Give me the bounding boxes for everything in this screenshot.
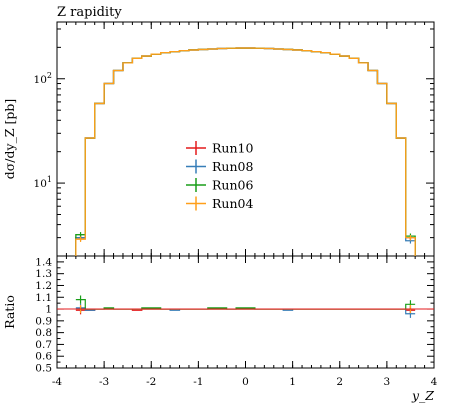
- ratio-tick-label: 1.4: [35, 256, 52, 268]
- x-tick-label: 2: [336, 376, 343, 388]
- legend-label: Run10: [212, 141, 253, 156]
- legend-label: Run06: [212, 178, 253, 193]
- ratio-tick-label: 1.1: [35, 292, 52, 304]
- ratio-axis-label: Ratio: [2, 295, 17, 329]
- ratio-tick-label: 0.9: [35, 315, 52, 327]
- y-tick-exponent: 1: [47, 175, 52, 184]
- legend-item-run04: Run04: [186, 196, 253, 211]
- main-series-line-run04: [75, 47, 416, 256]
- ratio-tick-label: 0.8: [35, 327, 52, 339]
- x-tick-label: -2: [146, 376, 156, 388]
- x-tick-label: -1: [193, 376, 203, 388]
- ratio-tick-label: 1.2: [35, 280, 52, 292]
- ratio-tick-label: 1.3: [35, 268, 52, 280]
- ratio-tick-label: 0.6: [35, 351, 52, 363]
- legend-label: Run04: [212, 196, 253, 211]
- x-tick-label: -4: [52, 376, 63, 388]
- x-tick-label: 3: [384, 376, 391, 388]
- legend-item-run08: Run08: [186, 159, 253, 174]
- y-tick-label: 102: [34, 71, 52, 86]
- chart-title: Z rapidity: [57, 5, 122, 20]
- y-tick-label: 101: [34, 175, 52, 190]
- ratio-plot-frame: [56, 255, 435, 369]
- y-tick-base: 10: [34, 74, 47, 86]
- x-tick-label: 1: [289, 376, 296, 388]
- x-tick-label: -3: [99, 376, 109, 388]
- legend-item-run10: Run10: [186, 141, 253, 156]
- ratio-tick-label: 0.5: [35, 363, 52, 375]
- x-tick-label: 4: [431, 376, 438, 388]
- ratio-tick-label: 1: [45, 304, 52, 316]
- ratio-series-line-run06: [75, 299, 416, 310]
- y-axis-label: dσ/dy_Z [pb]: [2, 99, 17, 179]
- x-tick-label: 0: [242, 376, 249, 388]
- x-axis-label: y_Z: [411, 388, 434, 403]
- y-tick-exponent: 2: [47, 71, 52, 80]
- ratio-tick-label: 0.7: [35, 339, 52, 351]
- legend-item-run06: Run06: [186, 178, 253, 193]
- y-tick-base: 10: [34, 178, 47, 190]
- legend-label: Run08: [212, 159, 253, 174]
- main-plot-frame: [56, 21, 435, 257]
